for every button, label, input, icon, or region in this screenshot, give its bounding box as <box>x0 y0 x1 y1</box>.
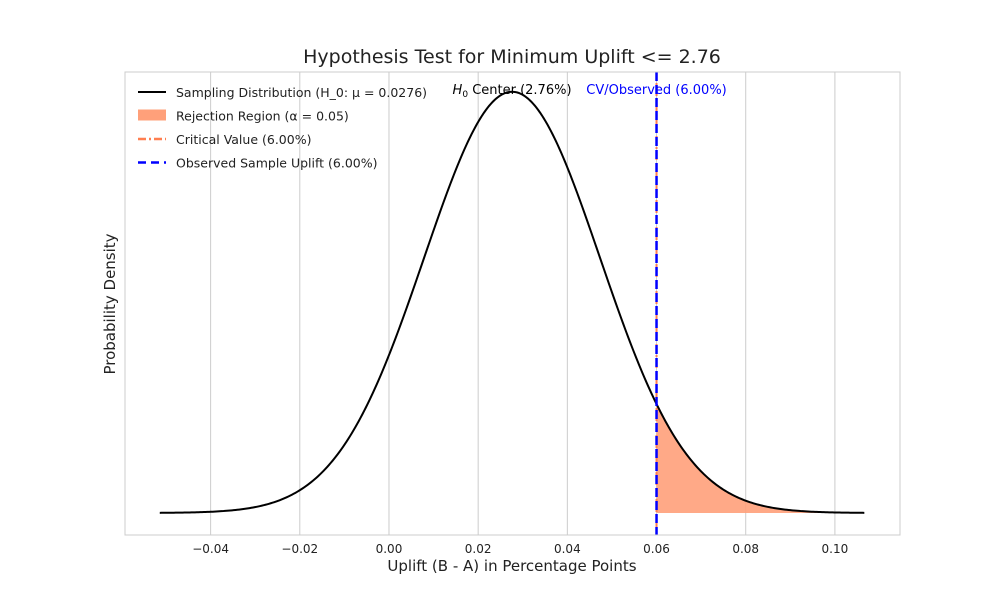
x-tick-label: 0.08 <box>732 542 759 556</box>
x-axis-label: Uplift (B - A) in Percentage Points <box>387 557 636 575</box>
annotation-h0-center: H0 Center (2.76%) <box>453 83 572 100</box>
rejection-region-group <box>656 404 865 513</box>
x-tick-label: 0.06 <box>643 542 670 556</box>
legend: Sampling Distribution (H_0: μ = 0.0276) R… <box>138 85 427 171</box>
annotation-h0-subscript: 0 <box>462 90 468 100</box>
x-tick-label: −0.04 <box>192 542 229 556</box>
x-tick-label: 0.10 <box>822 542 849 556</box>
x-tick-labels: −0.04 −0.02 0.00 0.02 0.04 0.06 0.08 0.10 <box>192 542 848 556</box>
plot-frame <box>124 71 901 536</box>
curve-group <box>159 90 865 514</box>
legend-label: Rejection Region (α = 0.05) <box>176 109 349 124</box>
legend-label: Critical Value (6.00%) <box>176 132 311 147</box>
chart-title: Hypothesis Test for Minimum Uplift <= 2.… <box>303 46 721 68</box>
annotation-h0-symbol: H <box>453 83 463 98</box>
legend-label: Sampling Distribution (H_0: μ = 0.0276) <box>176 85 427 100</box>
sampling-distribution-curve <box>159 90 865 514</box>
annotations: H0 Center (2.76%) CV/Observed (6.00%) <box>453 83 727 100</box>
y-axis-label: Probability Density <box>101 233 119 374</box>
x-tick-label: 0.02 <box>465 542 492 556</box>
x-tick-label: 0.00 <box>376 542 403 556</box>
annotation-h0-text: Center (2.76%) <box>468 83 571 98</box>
legend-label: Observed Sample Uplift (6.00%) <box>176 156 378 171</box>
x-tick-label: 0.04 <box>554 542 581 556</box>
annotation-cv-observed: CV/Observed (6.00%) <box>586 83 726 98</box>
legend-swatch-rejection-region <box>138 109 166 121</box>
rejection-region-fill <box>656 404 865 513</box>
x-tick-label: −0.02 <box>281 542 318 556</box>
